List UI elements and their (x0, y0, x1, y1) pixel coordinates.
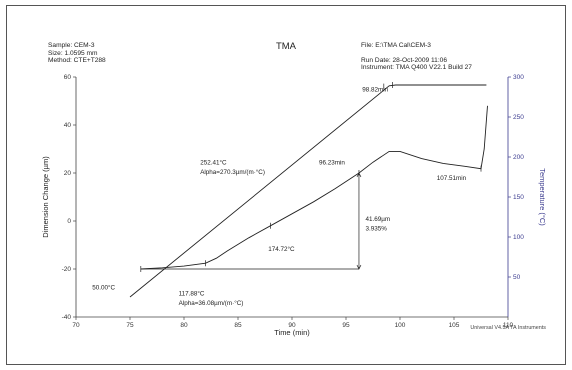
annotation-onset-label: 96.23min (319, 160, 345, 167)
run-date: Run Date: 28-Oct-2009 11:06 (361, 56, 448, 64)
file-info: File: E:\TMA Cal\CEM-3 Run Date: 28-Oct-… (361, 42, 472, 72)
dimension-change-curve (140, 105, 488, 270)
y-tick-label: 0 (67, 218, 71, 225)
annotation-delta-um: 41.69µm (365, 216, 390, 223)
y2-axis-title: Temperature (°C) (538, 168, 547, 226)
y-axis-title: Dimension Change (µm) (41, 156, 50, 238)
y2-tick-label: 150 (513, 194, 524, 201)
delta-arrow-down (356, 264, 362, 270)
method-name: Method: CTE+T288 (48, 57, 106, 65)
x-tick-label: 105 (449, 322, 460, 329)
chart-frame (6, 5, 566, 365)
chart-title: TMA (275, 41, 297, 52)
y-tick-label: 40 (64, 122, 72, 129)
annotation-max-time: 98.82min (362, 86, 388, 93)
y-tick-label: -40 (62, 314, 72, 321)
x-tick-label: 110 (503, 322, 514, 329)
y2-tick-label: 100 (513, 234, 524, 241)
x-tick-label: 75 (126, 322, 134, 329)
file-path: File: E:\TMA Cal\CEM-3 (361, 42, 431, 49)
y2-tick-label: 300 (513, 74, 524, 81)
y-tick-label: 20 (64, 170, 72, 177)
annotation-start-label: 50.00°C (92, 283, 115, 291)
software-credit: Universal V4.5A TA Instruments (470, 325, 546, 331)
y-tick-label: -20 (62, 266, 72, 273)
temperature-curve (129, 84, 487, 298)
annotation-delta-pct: 3.935% (365, 226, 387, 233)
x-tick-label: 90 (288, 322, 296, 329)
y2-tick-label: 50 (513, 274, 521, 281)
annotation-alpha-lower: Alpha=36.08µm/(m·°C) (179, 299, 244, 307)
annotation-tg-label: 174.72°C (268, 245, 295, 253)
y-tick-label: 60 (64, 74, 72, 81)
y2-tick-label: 250 (513, 114, 524, 121)
annotation-transition-label: 252.41°C (200, 159, 227, 167)
x-tick-label: 85 (234, 322, 242, 329)
annotation-lower-temp: 117.88°C (179, 289, 205, 297)
x-tick-label: 80 (180, 322, 188, 329)
annotation-end-time: 107.51min (437, 175, 467, 182)
sample-info: Sample: CEM-3 Size: 1.0595 mm Method: CT… (48, 42, 106, 65)
sample-name: Sample: CEM-3 (48, 42, 95, 49)
x-axis-title: Time (min) (274, 328, 310, 337)
x-tick-label: 100 (395, 322, 406, 329)
instrument-name: Instrument: TMA Q400 V22.1 Build 27 (361, 64, 472, 72)
annotation-alpha-upper: Alpha=270.3µm/(m·°C) (200, 168, 265, 176)
sample-size: Size: 1.0595 mm (48, 49, 98, 57)
y2-tick-label: 200 (513, 154, 524, 161)
x-tick-label: 70 (72, 322, 80, 329)
x-tick-label: 95 (342, 322, 350, 329)
